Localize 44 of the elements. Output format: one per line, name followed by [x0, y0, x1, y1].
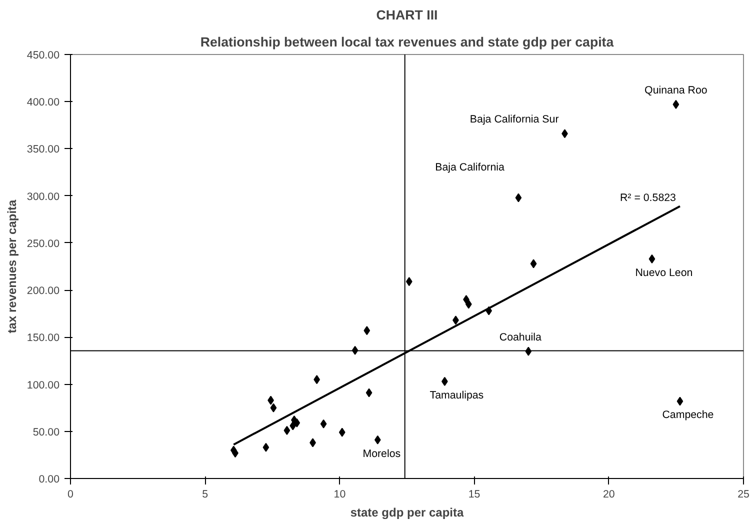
- annotation: Baja California Sur: [470, 114, 560, 126]
- y-tick-label: 350.00: [26, 144, 60, 156]
- point: [364, 326, 370, 336]
- annotation: Coahuila: [499, 331, 542, 344]
- chart-subtitle: Relationship between local tax revenues and state gdp per capita: [200, 34, 614, 50]
- point: [530, 259, 537, 268]
- y-tick-label: 400.00: [26, 96, 60, 109]
- point: [262, 442, 270, 452]
- point: [320, 419, 327, 428]
- x-tick-label: 10: [334, 488, 346, 500]
- y-tick-label: 300.00: [26, 190, 60, 203]
- point: [284, 426, 290, 435]
- x-tick-label: 25: [738, 488, 750, 500]
- point: [672, 100, 680, 109]
- x-tick-label: 20: [602, 488, 615, 500]
- annotation: Nuevo Leon: [635, 266, 693, 279]
- annotation: Morelos: [362, 448, 401, 460]
- y-tick-label: 200.00: [26, 285, 60, 298]
- point: [515, 193, 522, 202]
- annotation: Quinana Roo: [644, 84, 708, 96]
- x-tick-label: 15: [468, 488, 480, 500]
- annotation: Baja California: [435, 162, 505, 174]
- annotation: Tamaulipas: [430, 389, 484, 402]
- y-tick-label: 0.00: [38, 474, 60, 486]
- x-axis-title: state gdp per capita: [350, 506, 464, 520]
- point: [676, 396, 684, 406]
- point: [648, 254, 656, 264]
- point: [270, 403, 277, 412]
- annotation: R² = 0.5823: [620, 192, 676, 204]
- x-tick-label: 5: [202, 488, 208, 500]
- y-tick-label: 100.00: [26, 379, 60, 392]
- point: [338, 428, 346, 437]
- chart-title: CHART III: [376, 8, 438, 22]
- y-tick-label: 450.00: [26, 50, 60, 62]
- point: [366, 388, 372, 398]
- y-tick-label: 250.00: [26, 238, 60, 250]
- x-tick-label: 0: [68, 488, 74, 500]
- point: [374, 435, 381, 444]
- point: [465, 300, 472, 309]
- y-tick-label: 50.00: [32, 426, 60, 438]
- y-tick-label: 150.00: [26, 332, 60, 344]
- point: [406, 277, 412, 286]
- annotation: Campeche: [662, 409, 714, 422]
- y-axis-title: tax revenues per capita: [4, 199, 19, 334]
